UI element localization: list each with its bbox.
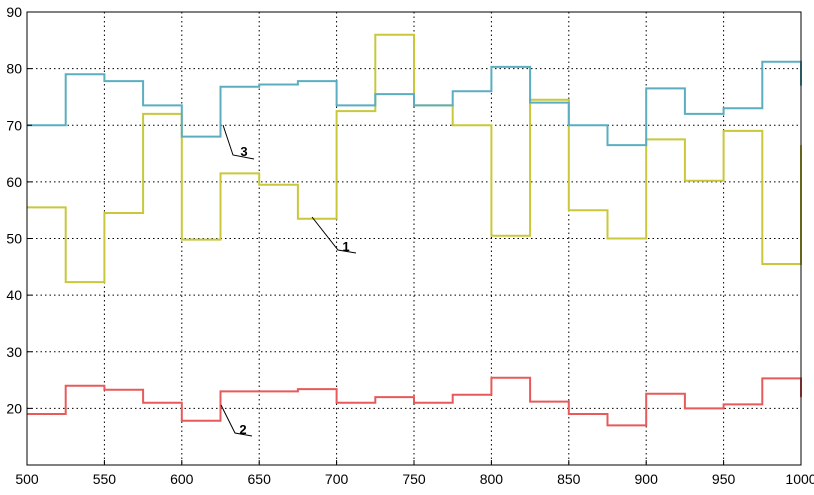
series-line-3: [27, 60, 802, 147]
y-tick-label: 70: [6, 117, 22, 133]
x-tick-label: 750: [402, 471, 426, 487]
annotations: 1 2 3: [220, 124, 357, 437]
y-tick-label: 60: [6, 174, 22, 190]
x-tick-label: 800: [480, 471, 504, 487]
annotation-label-2: 2: [239, 422, 246, 437]
y-tick-label: 30: [6, 344, 22, 360]
x-tick-label: 550: [93, 471, 117, 487]
y-tick-label: 80: [6, 61, 22, 77]
y-tick-label: 90: [6, 4, 22, 20]
x-tick-label: 1000: [785, 471, 814, 487]
series-line-2: [27, 376, 802, 427]
x-tick-label: 600: [170, 471, 194, 487]
y-axis-ticks: 20 30 40 50 60 70 80 90: [6, 4, 32, 416]
x-tick-label: 850: [557, 471, 581, 487]
annotation-leader-2: [220, 404, 253, 437]
annotation-leader-1: [311, 216, 357, 254]
x-tick-label: 650: [248, 471, 272, 487]
annotation-label-1: 1: [342, 239, 349, 254]
x-axis-ticks: 500 550 600 650 700 750 800 850 900 950 1000: [15, 460, 814, 487]
annotation-leader-3: [222, 124, 255, 160]
annotation-label-3: 3: [240, 144, 247, 159]
x-tick-label: 500: [15, 471, 39, 487]
x-tick-label: 950: [712, 471, 736, 487]
y-tick-label: 50: [6, 231, 22, 247]
y-tick-label: 20: [6, 400, 22, 416]
y-tick-label: 40: [6, 287, 22, 303]
x-tick-label: 900: [635, 471, 659, 487]
series-layer: [27, 33, 802, 427]
x-tick-label: 700: [325, 471, 349, 487]
